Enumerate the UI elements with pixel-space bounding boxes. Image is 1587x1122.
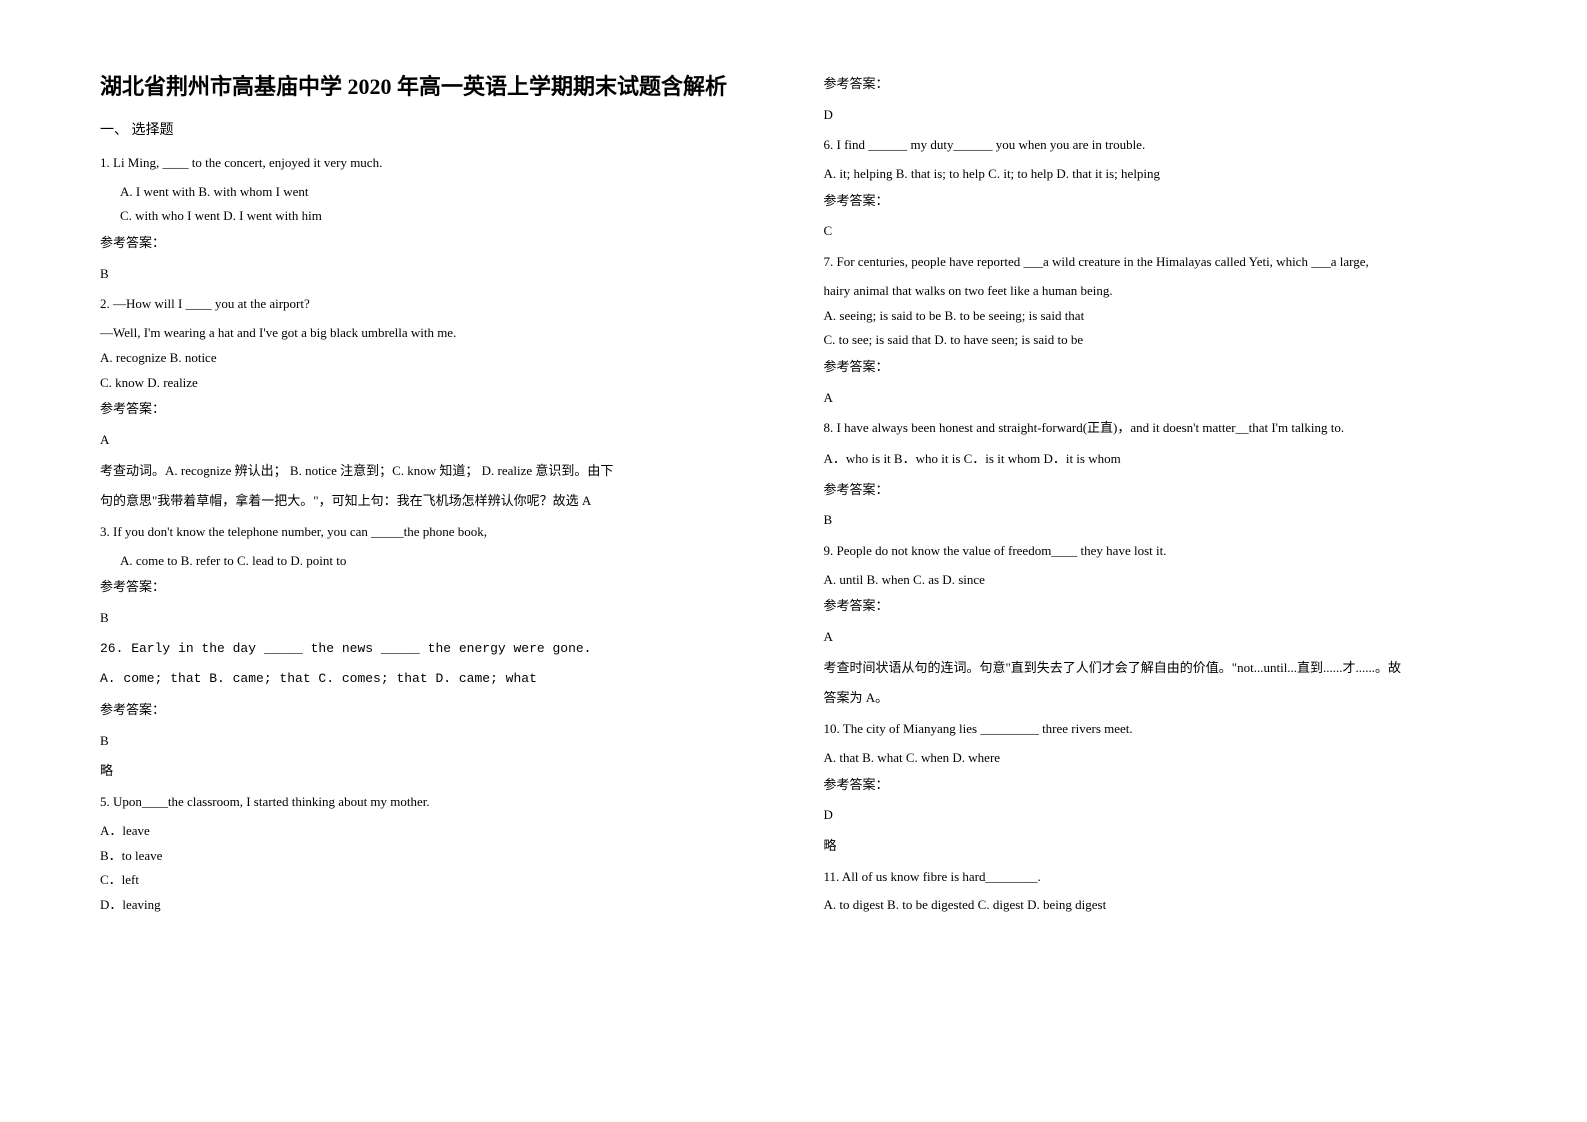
q7-optB: C. to see; is said that D. to have seen;… xyxy=(824,328,1488,353)
q2-stem: 2. —How will I ____ you at the airport? xyxy=(100,292,764,317)
q3-stem: 3. If you don't know the telephone numbe… xyxy=(100,520,764,545)
q4-answer-label: 参考答案： xyxy=(100,698,764,723)
q2-opts: A. recognize B. notice xyxy=(100,346,764,371)
q2-opts2: C. know D. realize xyxy=(100,371,764,396)
q3-opts: A. come to B. refer to C. lead to D. poi… xyxy=(100,549,764,574)
q8-opts: A．who is it B．who it is C．is it whom D．i… xyxy=(824,447,1488,472)
q4-answer: B xyxy=(100,729,764,754)
q2-expl1: 考查动词。A. recognize 辨认出； B. notice 注意到；C. … xyxy=(100,459,764,484)
q5-optB: B．to leave xyxy=(100,844,764,869)
q10-answer-label: 参考答案： xyxy=(824,773,1488,798)
q10-answer: D xyxy=(824,803,1488,828)
document-title: 湖北省荆州市高基庙中学 2020 年高一英语上学期期末试题含解析 xyxy=(100,70,764,103)
q2-answer: A xyxy=(100,428,764,453)
q6-stem: 6. I find ______ my duty______ you when … xyxy=(824,133,1488,158)
q3-answer: B xyxy=(100,606,764,631)
q2-answer-label: 参考答案： xyxy=(100,397,764,422)
q10-expl: 略 xyxy=(824,834,1488,859)
q5-optA: A．leave xyxy=(100,819,764,844)
q7-line2: hairy animal that walks on two feet like… xyxy=(824,279,1488,304)
q1-answer: B xyxy=(100,262,764,287)
q5-answer: D xyxy=(824,103,1488,128)
q1-opts-a: A. I went with B. with whom I went xyxy=(100,180,764,205)
q1-stem: 1. Li Ming, ____ to the concert, enjoyed… xyxy=(100,151,764,176)
q1-answer-label: 参考答案： xyxy=(100,231,764,256)
q2-line2: —Well, I'm wearing a hat and I've got a … xyxy=(100,321,764,346)
q10-opts: A. that B. what C. when D. where xyxy=(824,746,1488,771)
q3-answer-label: 参考答案： xyxy=(100,575,764,600)
q5-optC: C．left xyxy=(100,868,764,893)
q6-opts: A. it; helping B. that is; to help C. it… xyxy=(824,162,1488,187)
q4-opts: A. come; that B. came; that C. comes; th… xyxy=(100,667,764,692)
q9-opts: A. until B. when C. as D. since xyxy=(824,568,1488,593)
q8-stem: 8. I have always been honest and straigh… xyxy=(824,416,1488,441)
q7-answer-label: 参考答案： xyxy=(824,355,1488,380)
q4-expl: 略 xyxy=(100,759,764,784)
q9-expl2: 答案为 A。 xyxy=(824,686,1488,711)
q8-answer-label: 参考答案： xyxy=(824,478,1488,503)
section-heading: 一、 选择题 xyxy=(100,119,764,139)
q7-optA: A. seeing; is said to be B. to be seeing… xyxy=(824,304,1488,329)
q10-stem: 10. The city of Mianyang lies _________ … xyxy=(824,717,1488,742)
q11-opts: A. to digest B. to be digested C. digest… xyxy=(824,893,1488,918)
q1-opts-b: C. with who I went D. I went with him xyxy=(100,204,764,229)
q6-answer: C xyxy=(824,219,1488,244)
q5-optD: D．leaving xyxy=(100,893,764,918)
q9-answer: A xyxy=(824,625,1488,650)
q11-stem: 11. All of us know fibre is hard________… xyxy=(824,865,1488,890)
q9-stem: 9. People do not know the value of freed… xyxy=(824,539,1488,564)
q4-stem: 26. Early in the day _____ the news ____… xyxy=(100,637,764,662)
right-column: 参考答案： D 6. I find ______ my duty______ y… xyxy=(794,70,1488,1082)
q9-expl1: 考查时间状语从句的连词。句意"直到失去了人们才会了解自由的价值。"not...u… xyxy=(824,656,1488,681)
q7-answer: A xyxy=(824,386,1488,411)
q5-stem: 5. Upon____the classroom, I started thin… xyxy=(100,790,764,815)
q9-answer-label: 参考答案： xyxy=(824,594,1488,619)
q7-stem: 7. For centuries, people have reported _… xyxy=(824,250,1488,275)
q8-answer: B xyxy=(824,508,1488,533)
q2-expl2: 句的意思"我带着草帽，拿着一把大。"，可知上句：我在飞机场怎样辨认你呢？故选 A xyxy=(100,489,764,514)
q6-answer-label: 参考答案： xyxy=(824,189,1488,214)
q5-answer-label: 参考答案： xyxy=(824,72,1488,97)
left-column: 湖北省荆州市高基庙中学 2020 年高一英语上学期期末试题含解析 一、 选择题 … xyxy=(100,70,794,1082)
